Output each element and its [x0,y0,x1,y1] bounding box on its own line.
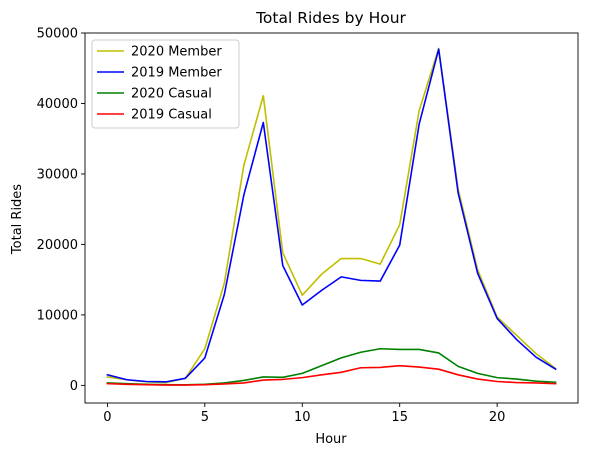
x-tick-label: 20 [489,410,506,425]
x-tick-label: 10 [294,410,311,425]
legend-label-3: 2020 Casual [131,87,212,102]
series-line-4 [106,364,557,386]
y-axis-title: Total Rides [10,184,25,255]
legend-label-1: 2020 Member [131,45,222,60]
y-tick-label: 20000 [37,238,78,253]
legend-label-4: 2019 Casual [131,108,212,123]
x-tick-label: 0 [103,410,111,425]
axes: 0 5 10 15 20 0 10000 20000 30000 40000 50000 [37,27,579,425]
legend-label-2: 2019 Member [131,66,222,81]
legend-box [91,39,240,129]
y-tick-label: 50000 [37,27,78,42]
plot-area [106,47,557,386]
axes-frame [84,32,579,404]
chart-title: Total Rides by Hour [255,9,406,27]
y-tick-label: 0 [70,379,78,394]
y-tick-label: 10000 [37,308,78,323]
series-line-2 [106,48,557,383]
y-tick-label: 40000 [37,97,78,112]
y-tick-label: 30000 [37,167,78,182]
x-tick-label: 5 [201,410,209,425]
x-axis-title: Hour [315,432,347,447]
legend: 2020 Member 2019 Member 2020 Casual 2019 Ca… [91,39,240,129]
x-tick-label: 15 [391,410,408,425]
